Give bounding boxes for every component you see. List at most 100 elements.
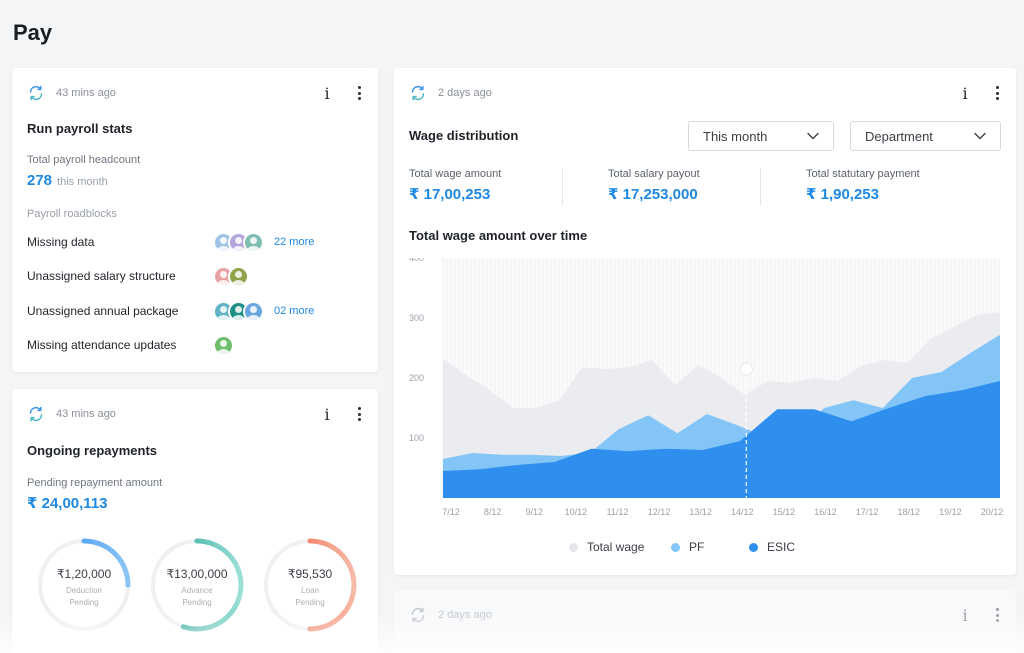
more-options-icon[interactable]: [352, 84, 366, 102]
info-icon[interactable]: i: [962, 83, 968, 103]
avatar[interactable]: [243, 300, 264, 322]
headcount-label: Total payroll headcount: [27, 154, 141, 166]
headcount-value: 278: [27, 172, 53, 189]
x-tick-label: 14/12: [731, 507, 754, 517]
x-tick-label: 10/12: [565, 507, 588, 517]
x-tick-label: 17/12: [856, 507, 879, 517]
avatar-group[interactable]: [213, 231, 264, 253]
stat-label: Total wage amount: [409, 168, 502, 180]
page-title: Pay: [13, 20, 53, 45]
divider: [562, 168, 563, 206]
roadblock-row[interactable]: Unassigned annual package 02 more: [27, 298, 363, 324]
x-tick-label: 12/12: [648, 507, 671, 517]
repayment-donut[interactable]: ₹1,20,000 Deduction Pending: [34, 535, 134, 635]
period-dropdown-value: This month: [703, 128, 768, 144]
repayment-donut[interactable]: ₹95,530 Loan Pending: [260, 535, 360, 635]
hover-point: [739, 362, 753, 376]
avatar[interactable]: [213, 334, 234, 356]
roadblock-label: Unassigned annual package: [27, 304, 179, 318]
avatar[interactable]: [243, 231, 264, 253]
roadblock-label: Unassigned salary structure: [27, 269, 176, 283]
card-header: 2 days ago i: [409, 82, 1004, 104]
wage-area-chart: 100 200 300 400 7/12 8/12 9/12 10/12 11/12 12/12 1…: [409, 258, 1004, 517]
group-dropdown[interactable]: Department: [850, 121, 1001, 151]
series-area-esic: [443, 381, 1000, 498]
stat-value: ₹ 1,90,253: [806, 186, 879, 203]
x-tick-label: 15/12: [773, 507, 796, 517]
stat-value: ₹ 17,00,253: [409, 186, 491, 203]
avatar[interactable]: [228, 265, 249, 287]
donut-caption: Advance Pending: [147, 585, 247, 609]
payroll-stats-card: 43 mins ago i Run payroll stats Total pa…: [12, 68, 378, 372]
repayments-card: 43 mins ago i Ongoing repayments Pending…: [12, 389, 378, 653]
x-tick-label: 13/12: [689, 507, 712, 517]
x-tick-label: 20/12: [981, 507, 1004, 517]
legend-item[interactable]: Total wage: [569, 540, 644, 554]
refresh-icon[interactable]: [27, 405, 45, 423]
stat-total-wage: Total wage amount ₹ 17,00,253: [409, 168, 501, 203]
pending-amount-label: Pending repayment amount: [27, 477, 163, 489]
donut-caption-line2: Pending: [295, 598, 325, 607]
card-header: 2 days ago i: [409, 604, 1004, 626]
card-header: 43 mins ago i: [27, 403, 366, 425]
info-icon[interactable]: i: [324, 83, 330, 103]
legend-label: PF: [689, 540, 705, 554]
avatar-group[interactable]: [213, 334, 234, 356]
chevron-down-icon: [974, 132, 986, 140]
headcount-line: 278 this month: [27, 172, 108, 189]
more-options-icon[interactable]: [352, 405, 366, 423]
more-link[interactable]: 02 more: [274, 305, 315, 317]
stat-value: ₹ 17,253,000: [608, 186, 698, 203]
x-tick-label: 19/12: [939, 507, 962, 517]
refresh-icon[interactable]: [409, 84, 427, 102]
info-icon[interactable]: i: [324, 404, 330, 424]
donut-caption-line2: Pending: [182, 598, 212, 607]
legend-dot: [749, 542, 758, 552]
donut-caption: Loan Pending: [260, 585, 360, 609]
pending-amount-value: ₹ 24,00,113: [27, 495, 108, 512]
x-tick-label: 18/12: [898, 507, 921, 517]
x-tick-label: 11/12: [607, 507, 629, 517]
wage-distribution-card: 2 days ago i Wage distribution This mont…: [394, 68, 1016, 575]
divider: [760, 168, 761, 206]
more-link[interactable]: 22 more: [274, 236, 315, 248]
legend-label: ESIC: [767, 540, 796, 554]
last-updated-time: 43 mins ago: [56, 87, 116, 99]
x-tick-label: 9/12: [525, 507, 543, 517]
donut-caption-line1: Loan: [301, 586, 319, 595]
legend-item[interactable]: PF: [671, 540, 704, 554]
period-dropdown[interactable]: This month: [688, 121, 834, 151]
donut-caption-line1: Advance: [181, 586, 213, 595]
avatar-group[interactable]: [213, 265, 249, 287]
legend-item[interactable]: ESIC: [749, 540, 795, 554]
roadblock-row[interactable]: Unassigned salary structure: [27, 263, 363, 289]
donut-caption-line2: Pending: [69, 598, 99, 607]
donut-caption-line1: Deduction: [65, 586, 103, 595]
donut-progress-arc: [37, 538, 131, 632]
roadblock-label: Missing attendance updates: [27, 338, 177, 352]
donut-amount: ₹13,00,000: [166, 567, 228, 581]
legend-dot: [569, 542, 578, 552]
roadblock-label: Missing data: [27, 235, 95, 249]
more-options-icon[interactable]: [990, 606, 1004, 624]
x-tick-label: 8/12: [484, 507, 502, 517]
card-title: Run payroll stats: [27, 121, 133, 136]
chart-title: Total wage amount over time: [409, 228, 588, 243]
repayment-donut[interactable]: ₹13,00,000 Advance Pending: [147, 535, 247, 635]
group-dropdown-value: Department: [865, 128, 933, 144]
y-tick-label: 300: [409, 313, 424, 323]
info-icon[interactable]: i: [962, 605, 968, 625]
roadblock-row[interactable]: Missing data 22 more: [27, 229, 363, 255]
refresh-icon[interactable]: [409, 606, 427, 624]
y-tick-label: 100: [409, 433, 424, 443]
x-tick-label: 7/12: [442, 507, 460, 517]
avatar-group[interactable]: [213, 300, 264, 322]
more-options-icon[interactable]: [990, 84, 1004, 102]
card-header: 43 mins ago i: [27, 82, 366, 104]
stat-label: Total salary payout: [608, 168, 700, 180]
card-title: Wage distribution: [409, 128, 519, 143]
roadblock-row[interactable]: Missing attendance updates: [27, 332, 363, 358]
last-updated-time: 43 mins ago: [56, 408, 116, 420]
refresh-icon[interactable]: [27, 84, 45, 102]
stat-label: Total statutary payment: [806, 168, 920, 180]
